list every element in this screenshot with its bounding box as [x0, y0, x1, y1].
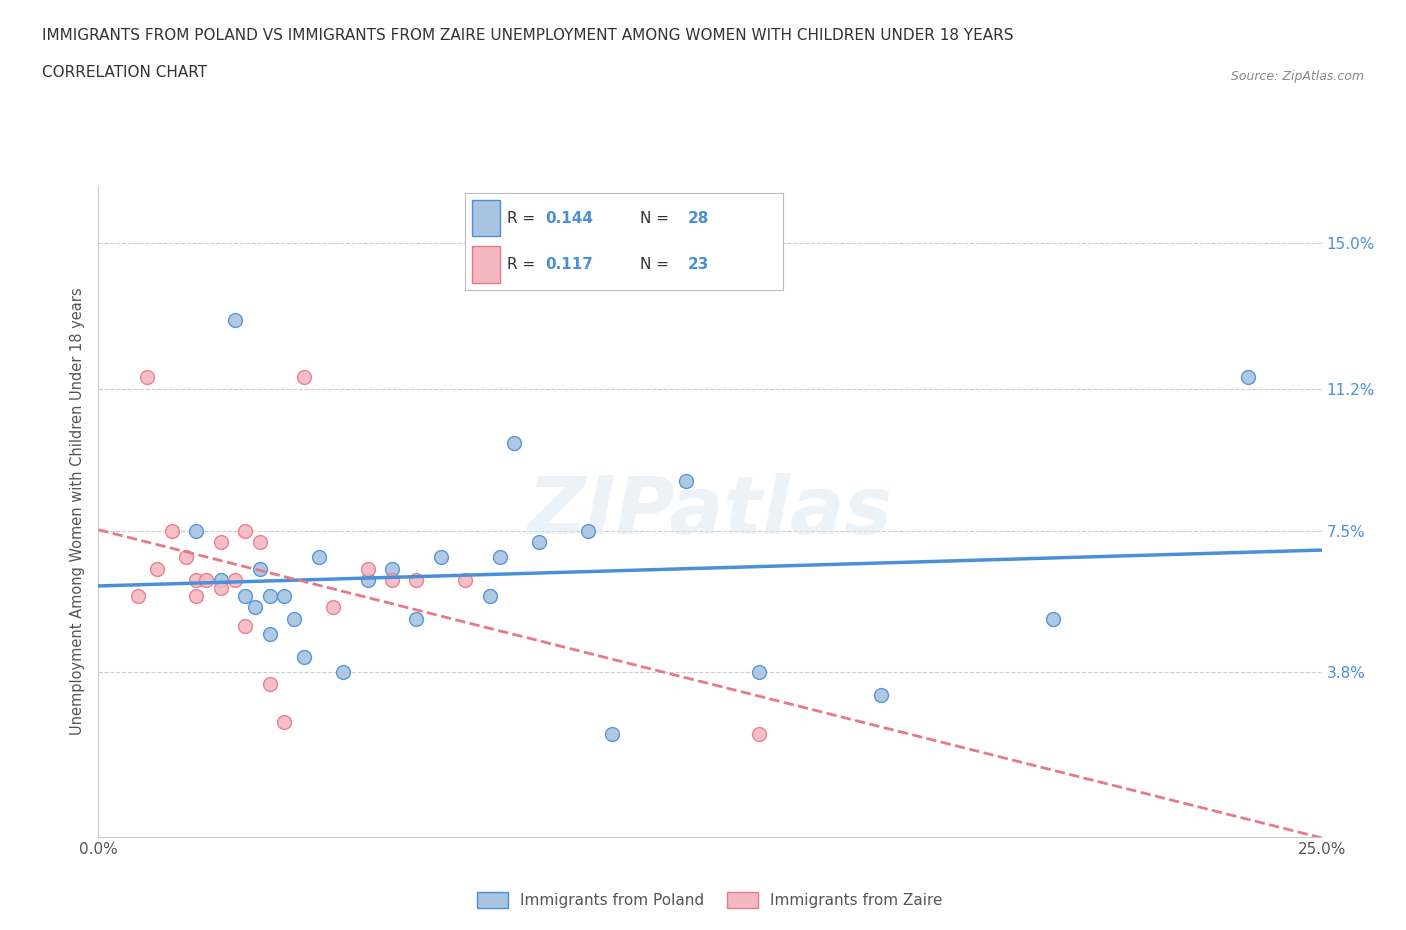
Text: Source: ZipAtlas.com: Source: ZipAtlas.com: [1230, 70, 1364, 83]
Point: [273, 714, 295, 729]
Point: [308, 550, 330, 565]
Point: [1237, 370, 1260, 385]
Point: [233, 589, 256, 604]
Point: [259, 627, 281, 642]
Point: [1042, 611, 1064, 626]
Point: [600, 726, 623, 741]
Point: [146, 562, 169, 577]
Point: [322, 600, 344, 615]
Point: [209, 580, 232, 595]
Point: [292, 649, 315, 664]
Point: [243, 600, 266, 615]
Point: [249, 562, 271, 577]
Point: [748, 726, 770, 741]
Point: [430, 550, 453, 565]
Point: [259, 589, 281, 604]
Point: [332, 665, 354, 680]
Point: [405, 611, 427, 626]
Point: [454, 573, 477, 588]
Point: [209, 573, 232, 588]
Point: [503, 435, 526, 450]
Point: [381, 573, 404, 588]
Point: [224, 312, 246, 327]
Point: [186, 573, 208, 588]
Legend: Immigrants from Poland, Immigrants from Zaire: Immigrants from Poland, Immigrants from …: [471, 885, 949, 914]
Point: [381, 562, 404, 577]
Point: [186, 524, 208, 538]
Point: [527, 535, 550, 550]
Point: [870, 688, 893, 703]
Point: [127, 589, 149, 604]
Point: [233, 524, 256, 538]
Point: [748, 665, 770, 680]
Point: [209, 535, 232, 550]
Point: [195, 573, 218, 588]
Point: [249, 535, 271, 550]
Point: [136, 370, 159, 385]
Point: [186, 589, 208, 604]
Text: ZIPatlas: ZIPatlas: [527, 472, 893, 551]
Point: [576, 524, 599, 538]
Text: IMMIGRANTS FROM POLAND VS IMMIGRANTS FROM ZAIRE UNEMPLOYMENT AMONG WOMEN WITH CH: IMMIGRANTS FROM POLAND VS IMMIGRANTS FRO…: [42, 28, 1014, 43]
Point: [273, 589, 295, 604]
Point: [233, 619, 256, 634]
Point: [283, 611, 305, 626]
Point: [160, 524, 183, 538]
Point: [259, 676, 281, 691]
Point: [356, 573, 378, 588]
Point: [488, 550, 510, 565]
Point: [478, 589, 501, 604]
Point: [224, 573, 246, 588]
Point: [405, 573, 427, 588]
Point: [292, 370, 315, 385]
Point: [356, 562, 378, 577]
Point: [176, 550, 198, 565]
Text: CORRELATION CHART: CORRELATION CHART: [42, 65, 207, 80]
Point: [675, 473, 697, 488]
Y-axis label: Unemployment Among Women with Children Under 18 years: Unemployment Among Women with Children U…: [69, 287, 84, 736]
